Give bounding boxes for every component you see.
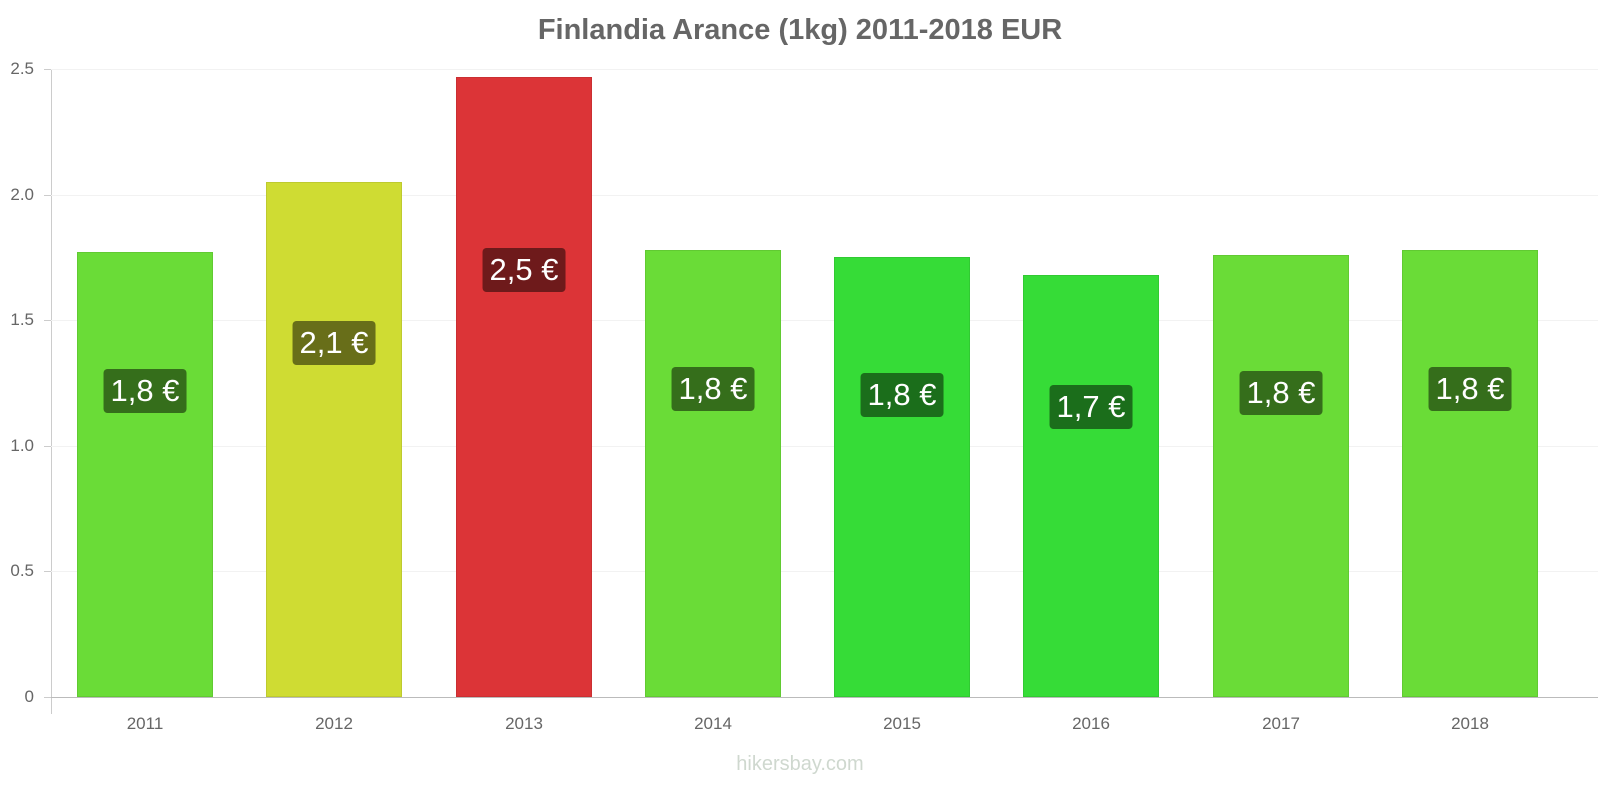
y-tick-label: 2.0	[10, 185, 34, 204]
y-tick-label: 1.0	[10, 436, 34, 455]
y-tick-mark	[44, 320, 51, 321]
gridline	[51, 446, 1598, 447]
gridline	[51, 571, 1598, 572]
value-label: 1,7 €	[1049, 385, 1133, 429]
value-label: 1,8 €	[1239, 371, 1323, 415]
value-label: 1,8 €	[671, 367, 755, 411]
x-tick-label: 2011	[126, 714, 164, 733]
y-tick-label: 0.5	[10, 561, 34, 580]
bar-2012[interactable]	[266, 182, 402, 697]
bar-2014[interactable]	[645, 250, 781, 697]
y-tick-mark	[44, 446, 51, 447]
value-label: 1,8 €	[103, 369, 187, 413]
bar-2018[interactable]	[1402, 250, 1538, 697]
y-tick-mark	[44, 697, 51, 698]
y-axis-line	[51, 69, 52, 714]
chart-title: Finlandia Arance (1kg) 2011-2018 EUR	[537, 14, 1063, 46]
x-tick-label: 2012	[315, 714, 353, 733]
gridline	[51, 69, 1598, 70]
value-label: 2,1 €	[292, 321, 376, 365]
x-tick-label: 2014	[694, 714, 732, 733]
y-tick-mark	[44, 195, 51, 196]
bar-2017[interactable]	[1213, 255, 1349, 697]
x-tick-label: 2016	[1072, 714, 1110, 733]
watermark: hikersbay.com	[736, 753, 864, 775]
value-label: 1,8 €	[860, 373, 944, 417]
bar-2016[interactable]	[1023, 275, 1159, 697]
x-tick-label: 2015	[883, 714, 921, 733]
y-tick-label: 0	[24, 687, 34, 706]
x-tick-label: 2013	[505, 714, 543, 733]
y-tick-mark	[44, 571, 51, 572]
x-tick-label: 2018	[1451, 714, 1489, 733]
x-axis-line	[44, 697, 1598, 698]
value-label: 2,5 €	[482, 248, 566, 292]
x-tick-label: 2017	[1262, 714, 1300, 733]
bar-2013[interactable]	[456, 77, 592, 697]
y-tick-label: 1.5	[10, 310, 34, 329]
y-tick-mark	[44, 69, 51, 70]
value-label: 1,8 €	[1428, 367, 1512, 411]
bar-2015[interactable]	[834, 257, 970, 697]
y-tick-label: 2.5	[10, 59, 34, 78]
bar-2011[interactable]	[77, 252, 213, 697]
gridline	[51, 195, 1598, 196]
gridline	[51, 320, 1598, 321]
